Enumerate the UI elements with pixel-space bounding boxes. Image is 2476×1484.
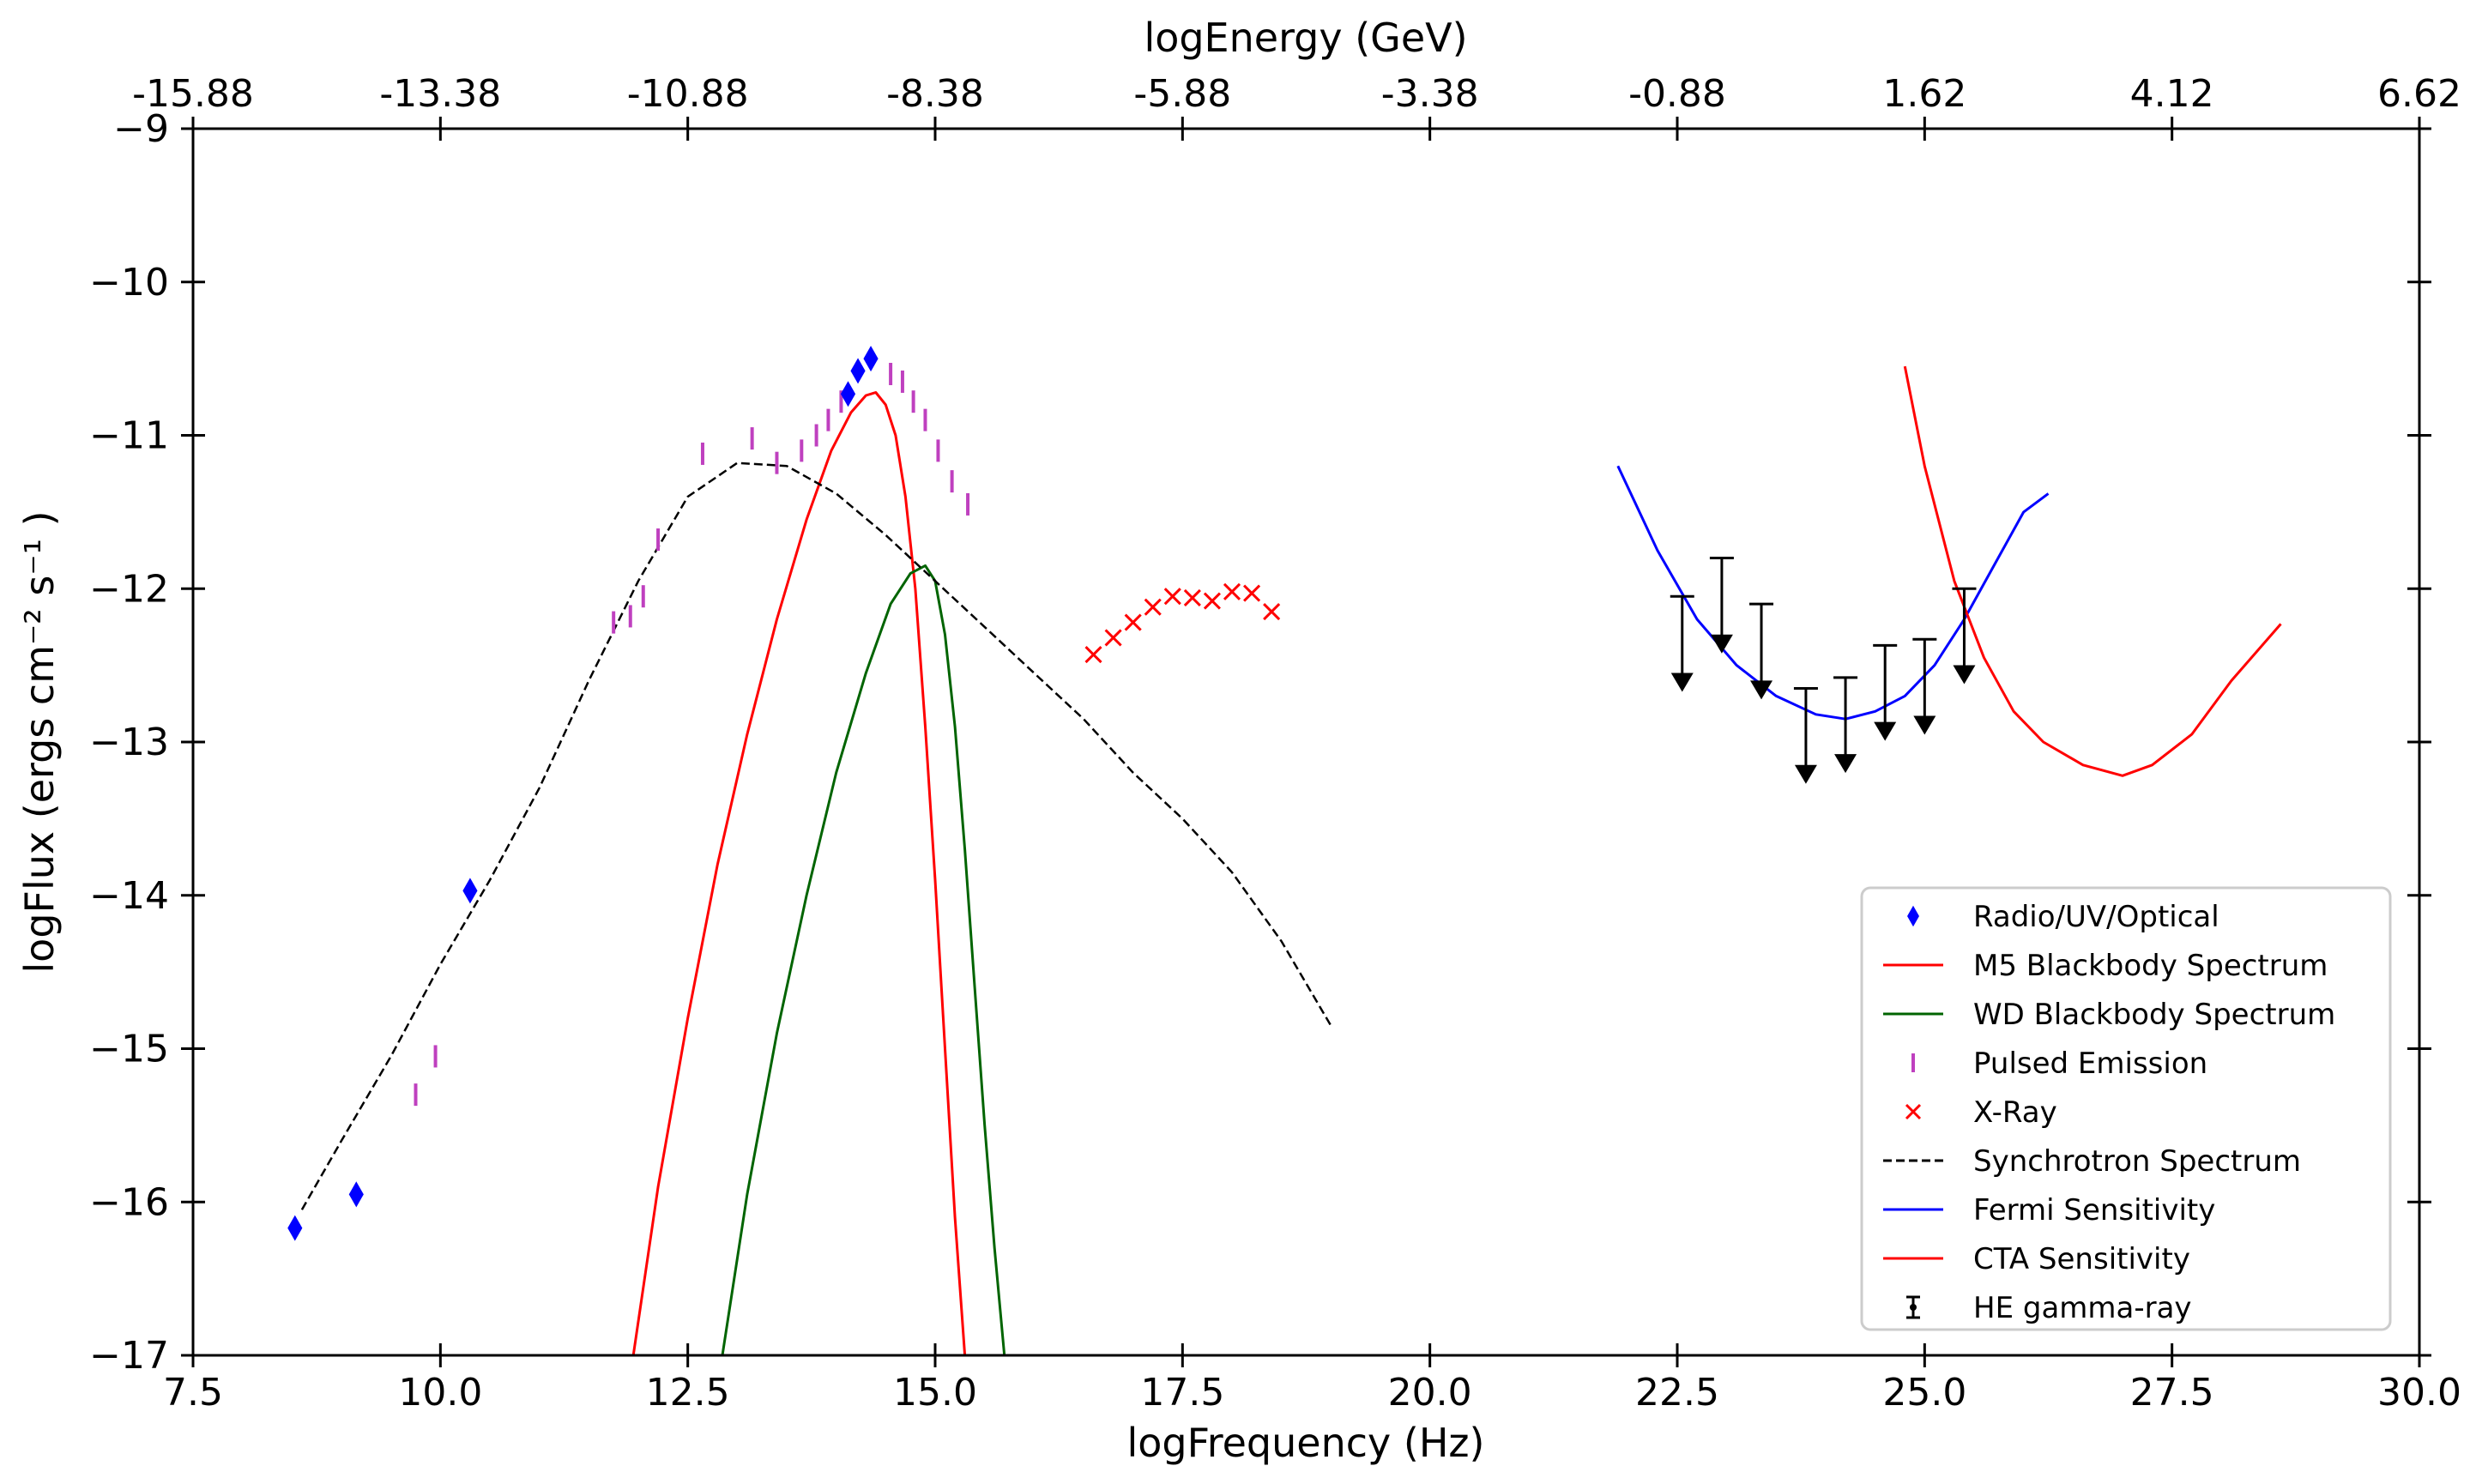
x2-tick-label: -15.88	[132, 72, 254, 116]
he-upper-limit-arrowhead	[1750, 680, 1773, 700]
legend-item-cta-sensitivity: CTA Sensitivity	[1883, 1242, 2190, 1276]
y-tick-label: −14	[89, 874, 169, 918]
legend-label: Fermi Sensitivity	[1973, 1193, 2215, 1228]
x2-tick-label: -3.38	[1381, 72, 1479, 116]
radio-point	[287, 1215, 303, 1241]
legend-item-radio-uv-optical: Radio/UV/Optical	[1907, 900, 2219, 934]
xray-point	[1183, 588, 1201, 607]
y-tick-label: −13	[89, 721, 169, 764]
xray-point	[1263, 603, 1281, 621]
x2-tick-label: 1.62	[1882, 72, 1966, 116]
series-radio-uv-optical	[287, 346, 879, 1241]
legend-swatch	[1907, 905, 1919, 927]
xray-point	[1243, 584, 1261, 602]
series-cta-sensitivity	[1903, 365, 2282, 777]
x-tick-label: 15.0	[893, 1371, 977, 1415]
x-tick-label: 30.0	[2377, 1371, 2461, 1415]
legend-item-pulsed-emission: Pulsed Emission	[1911, 1047, 2207, 1081]
x2-tick-label: -8.38	[886, 72, 984, 116]
he-upper-limit-arrowhead	[1834, 754, 1857, 774]
x2-tick-label: -5.88	[1133, 72, 1231, 116]
cta-sensitivity-line	[1903, 365, 2282, 777]
xray-point	[1124, 613, 1142, 631]
legend-label: WD Blackbody Spectrum	[1973, 998, 2335, 1032]
series-layer	[287, 346, 2282, 1355]
axes-layer: 7.5 10.0 12.5 15.0 17.5 20.0 22.5 25.0 27.5 30.0 -…	[89, 72, 2461, 1415]
radio-point	[840, 381, 856, 407]
radio-point	[863, 346, 879, 372]
legend-swatch	[1905, 1103, 1922, 1120]
x2-tick-label: 6.62	[2377, 72, 2461, 116]
he-upper-limit-arrowhead	[1953, 665, 1976, 685]
he-upper-limit-arrowhead	[1794, 764, 1817, 784]
he-upper-limit-arrowhead	[1874, 721, 1897, 741]
legend-label: X-Ray	[1973, 1095, 2057, 1130]
x-tick-label: 10.0	[398, 1371, 482, 1415]
legend-label: CTA Sensitivity	[1973, 1242, 2190, 1276]
xray-point	[1163, 588, 1181, 606]
x-tick-label: 27.5	[2130, 1371, 2214, 1415]
x2-axis-label: logEnergy (GeV)	[1144, 15, 1467, 61]
series-he-gamma-ray	[1670, 557, 1977, 784]
legend-item-m5-blackbody-spectrum: M5 Blackbody Spectrum	[1883, 949, 2328, 983]
series-wd-blackbody-spectrum	[721, 564, 1006, 1355]
x2-tick-label: -13.38	[379, 72, 501, 116]
series-synchrotron-spectrum	[300, 461, 1332, 1210]
y-axis-label: logFlux (ergs cm⁻² s⁻¹ )	[16, 510, 63, 973]
y-tick-label: −12	[89, 567, 169, 611]
radio-point	[462, 878, 478, 904]
he-upper-limit-arrowhead	[1710, 634, 1733, 654]
y-tick-label: −10	[89, 261, 169, 305]
x-tick-label: 22.5	[1635, 1371, 1719, 1415]
legend-swatch-dot	[1910, 1304, 1917, 1311]
x-tick-label: 25.0	[1882, 1371, 1966, 1415]
y-tick-label: −16	[89, 1180, 169, 1224]
legend-frame	[1860, 886, 2392, 1331]
series-fermi-sensitivity	[1616, 465, 2050, 721]
xray-point	[1104, 629, 1122, 647]
x2-tick-label: -0.88	[1628, 72, 1726, 116]
x2-tick-label: -10.88	[627, 72, 749, 116]
x-tick-label: 12.5	[646, 1371, 730, 1415]
legend: Radio/UV/Optical M5 Blackbody Spectrum WD …	[1860, 886, 2392, 1331]
legend-item-he-gamma-ray: HE gamma-ray	[1906, 1291, 2192, 1325]
synchrotron-spectrum-line	[300, 461, 1332, 1210]
x2-tick-label: 4.12	[2130, 72, 2214, 116]
legend-entries: Radio/UV/Optical M5 Blackbody Spectrum WD …	[1883, 900, 2335, 1325]
legend-label: M5 Blackbody Spectrum	[1973, 949, 2328, 983]
x-tick-label: 7.5	[163, 1371, 223, 1415]
radio-point	[348, 1181, 364, 1208]
series-x-ray	[1084, 582, 1281, 664]
radio-point	[850, 358, 866, 384]
xray-point	[1144, 598, 1162, 616]
xray-point	[1203, 592, 1221, 610]
xray-point	[1084, 646, 1102, 664]
series-m5-blackbody-spectrum	[631, 391, 967, 1355]
legend-label: Synchrotron Spectrum	[1973, 1144, 2301, 1179]
legend-item-x-ray: X-Ray	[1905, 1095, 2057, 1130]
y-tick-label: −17	[89, 1334, 169, 1378]
series-pulsed-emission	[414, 363, 970, 1107]
y-tick-label: −9	[113, 107, 169, 151]
he-upper-limit-arrowhead	[1913, 715, 1936, 735]
wd-blackbody-spectrum-line	[721, 564, 1006, 1355]
m5-blackbody-spectrum-line	[631, 391, 967, 1355]
x-axis-label: logFrequency (Hz)	[1126, 1420, 1484, 1466]
legend-item-wd-blackbody-spectrum: WD Blackbody Spectrum	[1883, 998, 2335, 1032]
y-tick-label: −11	[89, 414, 169, 458]
y-tick-label: −15	[89, 1028, 169, 1071]
legend-item-fermi-sensitivity: Fermi Sensitivity	[1883, 1193, 2215, 1228]
x-tick-label: 17.5	[1140, 1371, 1224, 1415]
legend-label: Pulsed Emission	[1973, 1047, 2207, 1081]
legend-label: Radio/UV/Optical	[1973, 900, 2219, 934]
legend-label: HE gamma-ray	[1973, 1291, 2192, 1325]
fermi-sensitivity-line	[1616, 465, 2050, 721]
legend-item-synchrotron-spectrum: Synchrotron Spectrum	[1883, 1144, 2301, 1179]
he-upper-limit-arrowhead	[1670, 673, 1694, 692]
x-tick-label: 20.0	[1388, 1371, 1472, 1415]
xray-point	[1223, 582, 1241, 600]
